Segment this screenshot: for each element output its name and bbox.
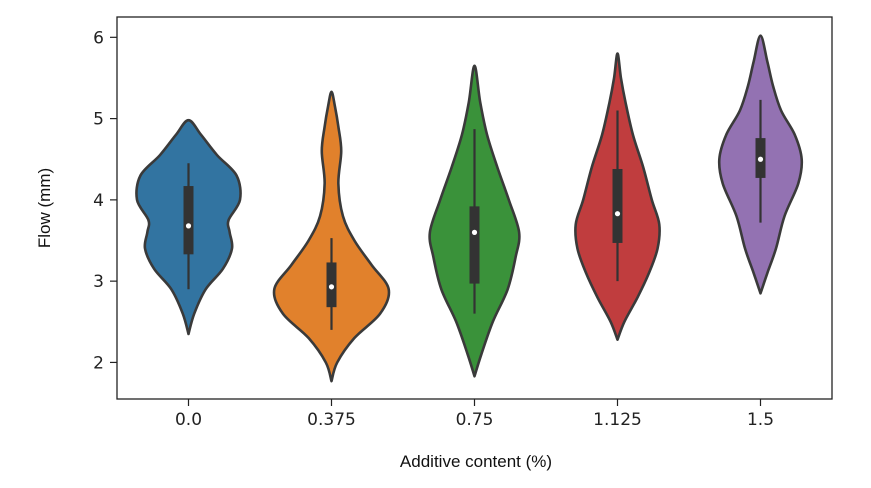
violin-0.375 — [272, 90, 391, 383]
y-tick-label: 3 — [93, 272, 104, 292]
median-marker — [614, 211, 621, 217]
x-tick-label: 1.125 — [593, 410, 642, 430]
iqr-box — [469, 206, 480, 284]
iqr-box — [183, 186, 194, 255]
x-axis: 0.0 0.375 0.75 1.125 1.5 — [175, 399, 774, 430]
y-axis: 2 3 4 5 6 — [93, 28, 117, 373]
median-marker — [757, 156, 764, 162]
x-tick-label: 0.375 — [307, 410, 356, 430]
violins-layer — [135, 34, 804, 383]
x-tick-label: 0.75 — [456, 410, 494, 430]
median-marker — [471, 229, 478, 235]
median-marker — [328, 284, 335, 290]
y-axis-label: Flow (mm) — [35, 168, 54, 248]
x-tick-label: 1.5 — [747, 410, 774, 430]
violin-0.0 — [135, 118, 242, 336]
violin-0.75 — [428, 64, 521, 378]
y-tick-label: 6 — [93, 28, 104, 48]
y-tick-label: 2 — [93, 353, 104, 373]
violin-body — [272, 90, 391, 383]
violin-1.5 — [717, 34, 804, 295]
violin-1.125 — [574, 52, 661, 341]
y-tick-label: 4 — [93, 191, 104, 211]
x-tick-label: 0.0 — [175, 410, 202, 430]
median-marker — [185, 223, 192, 229]
y-tick-label: 5 — [93, 110, 104, 130]
iqr-box — [612, 168, 623, 243]
x-axis-label: Additive content (%) — [400, 452, 552, 471]
